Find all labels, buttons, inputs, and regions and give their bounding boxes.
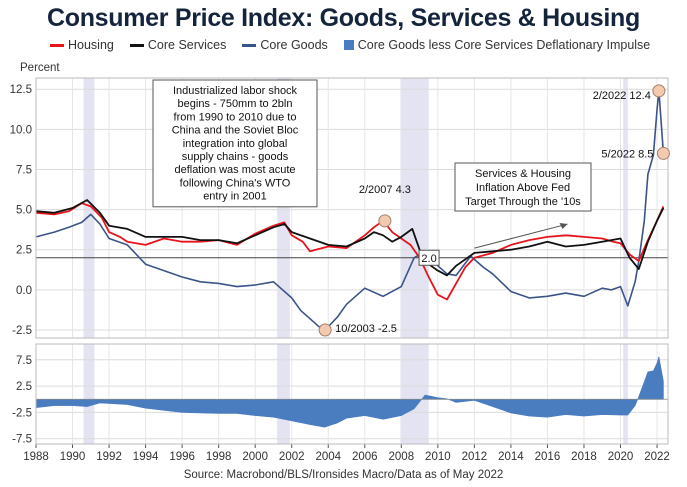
y-tick-top-10-0: 10.0 xyxy=(10,124,32,136)
x-tick-2016: 2016 xyxy=(535,451,561,463)
x-tick-2006: 2006 xyxy=(352,451,378,463)
callout-box-services-housing xyxy=(454,162,592,212)
callout-labor-shock-line-8: entry in 2001 xyxy=(203,191,267,203)
impulse-area xyxy=(35,356,668,428)
legend-label-core-services: Core Services xyxy=(147,38,227,52)
annotation-label-2-0: 2.0 xyxy=(421,253,436,265)
recession-band-top-0 xyxy=(83,78,95,338)
gridlines xyxy=(35,78,668,444)
legend-item-housing: Housing xyxy=(50,38,114,52)
callout-services-housing-line-2: Target Through the '10s xyxy=(465,196,581,208)
chart-title: Consumer Price Index: Goods, Services & … xyxy=(46,4,640,32)
callout-labor-shock-line-5: supply chains - goods xyxy=(182,151,289,163)
annotation-label-2-2007-4-3: 2/2007 4.3 xyxy=(359,184,411,196)
callout-labor-shock-line-7: following China's WTO xyxy=(180,177,291,189)
recession-band-bottom-1 xyxy=(277,344,290,444)
legend-item-core-goods: Core Goods xyxy=(242,38,328,52)
series-line-core-goods xyxy=(35,90,665,331)
x-tick-2000: 2000 xyxy=(242,451,268,463)
recession-band-top-3 xyxy=(623,78,628,338)
axes: 12.5 10.0 7.5 5.0 2.5 0.0 -2.5 7.5 2.5 -2.5 -7.5 19… xyxy=(10,77,670,463)
y-tick-bottom-7-5: 7.5 xyxy=(16,355,32,367)
impulse-area-path xyxy=(35,356,664,428)
annotation-marker-10-2003-2-5 xyxy=(318,323,332,337)
x-tick-2022: 2022 xyxy=(644,451,670,463)
series-line-housing xyxy=(35,202,665,301)
legend-swatch-core-goods xyxy=(242,43,257,47)
callout-labor-shock-line-4: integration into global xyxy=(183,138,288,150)
y-tick-bottom-2-5: -2.5 xyxy=(12,407,32,419)
x-tick-2012: 2012 xyxy=(462,451,488,463)
legend-item-impulse: Core Goods less Core Services Deflationa… xyxy=(343,38,651,52)
x-tick-1994: 1994 xyxy=(133,451,159,463)
callout-labor-shock-line-6: deflation was most acute xyxy=(174,164,295,176)
y-tick-top-5-0: 5.0 xyxy=(16,205,32,217)
callout-arrow-shaft xyxy=(474,223,568,249)
source-note: Source: Macrobond/BLS/Ironsides Macro/Da… xyxy=(183,469,504,481)
y-tick-bottom-7-5: -7.5 xyxy=(12,434,32,446)
legend-label-housing: Housing xyxy=(68,38,114,52)
x-tick-1998: 1998 xyxy=(206,451,232,463)
callout-labor-shock-line-3: China and the Soviet Bloc xyxy=(172,125,299,137)
annotation-label-10-2003-2-5: 10/2003 -2.5 xyxy=(335,323,397,335)
x-tick-2002: 2002 xyxy=(279,451,305,463)
callout-labor-shock-line-2: from 1990 to 2010 due to xyxy=(174,111,297,123)
annotation-marker-5-2022-8-5 xyxy=(656,146,670,160)
recession-band-bottom-2 xyxy=(400,344,429,444)
y-tick-top-2-5: 2.5 xyxy=(16,245,32,257)
y-tick-top-7-5: 7.5 xyxy=(16,164,32,176)
callout-arrow-head xyxy=(559,223,568,230)
annotation-label-2-2022-12-4: 2/2022 12.4 xyxy=(593,90,651,102)
recession-band-bottom-0 xyxy=(83,344,95,444)
legend-swatch-core-services xyxy=(129,43,144,47)
x-tick-2020: 2020 xyxy=(608,451,634,463)
y-tick-top-0-0: 0.0 xyxy=(16,285,32,297)
x-tick-1990: 1990 xyxy=(60,451,86,463)
x-tick-2014: 2014 xyxy=(498,451,524,463)
annotation-box-2-0 xyxy=(418,249,440,266)
annotations: 2/2022 12.4 5/2022 8.5 2/2007 4.3 10/2003 -… xyxy=(152,79,670,337)
annotation-marker-2-2022-12-4 xyxy=(652,84,666,98)
callout-services-housing-line-0: Services & Housing xyxy=(475,168,571,180)
legend: Housing Core Services Core Goods Core Go… xyxy=(50,38,650,52)
series-lines xyxy=(35,90,665,331)
x-tick-2008: 2008 xyxy=(389,451,415,463)
y-axis-label: Percent xyxy=(20,62,60,74)
legend-swatch-impulse xyxy=(343,40,354,50)
annotation-label-5-2022-8-5: 5/2022 8.5 xyxy=(601,148,653,160)
callout-labor-shock-line-0: Industrialized labor shock xyxy=(173,85,298,97)
x-tick-1988: 1988 xyxy=(23,451,49,463)
x-tick-2018: 2018 xyxy=(571,451,597,463)
annotation-marker-2-2007-4-3 xyxy=(378,214,392,228)
x-tick-1996: 1996 xyxy=(169,451,195,463)
legend-swatch-housing xyxy=(50,43,64,47)
panel-frame-top xyxy=(35,77,669,339)
recession-band-top-2 xyxy=(400,78,429,338)
callout-box-labor-shock xyxy=(152,79,318,208)
series-line-core-services xyxy=(35,199,665,277)
legend-label-impulse: Core Goods less Core Services Deflationa… xyxy=(357,38,651,52)
panel-frame-bottom xyxy=(35,343,669,445)
x-tick-2004: 2004 xyxy=(315,451,341,463)
callout-labor-shock-line-1: begins - 750mm to 2bln xyxy=(178,98,293,110)
y-tick-top-12-5: 12.5 xyxy=(10,84,32,96)
recession-band-bottom-3 xyxy=(623,344,628,444)
y-tick-bottom-2-5: 2.5 xyxy=(16,381,32,393)
x-tick-1992: 1992 xyxy=(96,451,122,463)
y-tick-top-2-5: -2.5 xyxy=(12,325,32,337)
callout-services-housing-line-1: Inflation Above Fed xyxy=(476,182,570,194)
x-tick-2010: 2010 xyxy=(425,451,451,463)
legend-item-core-services: Core Services xyxy=(129,38,227,52)
legend-label-core-goods: Core Goods xyxy=(260,38,328,52)
